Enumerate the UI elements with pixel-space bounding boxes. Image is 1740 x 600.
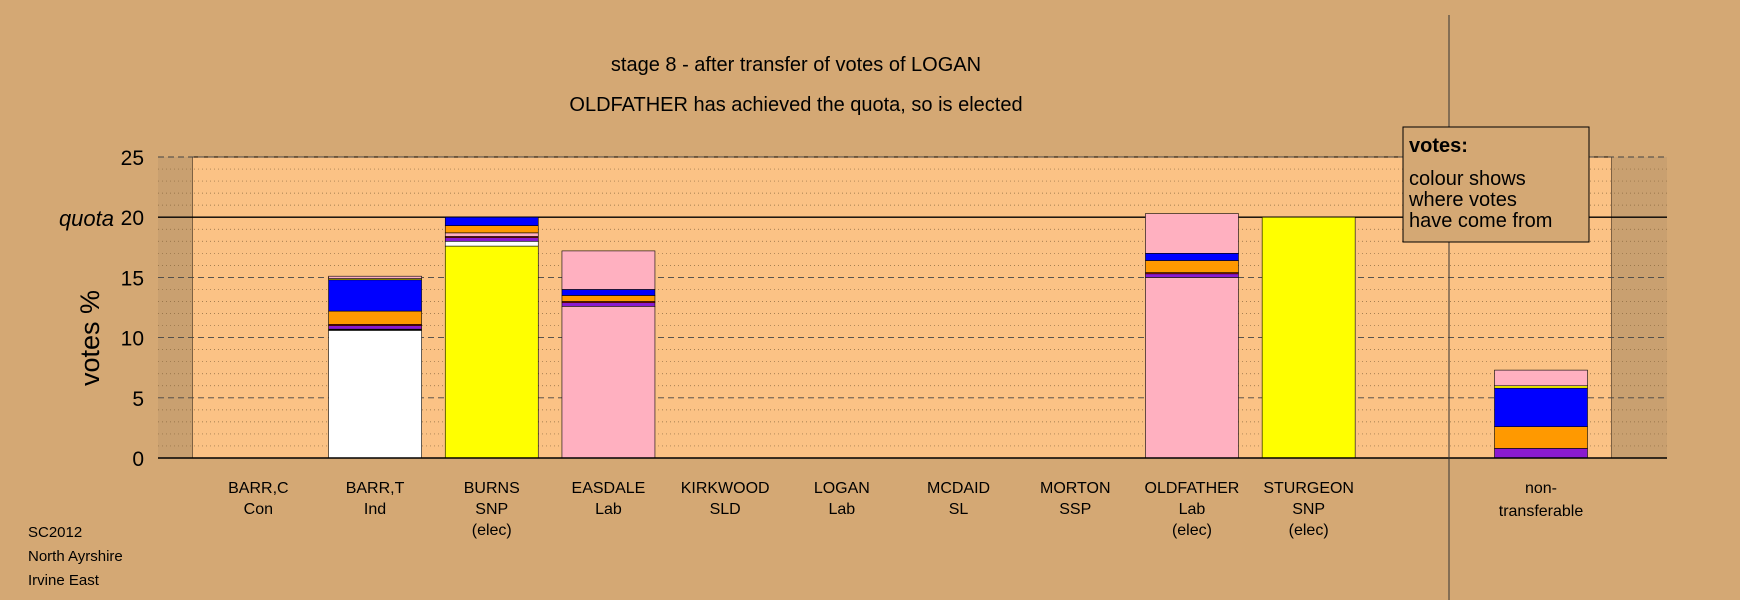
legend-box — [1402, 126, 1590, 243]
bar-segment-con — [328, 279, 422, 312]
x-label-name: MORTON — [1040, 480, 1111, 497]
bar-segment-ind — [328, 330, 422, 459]
x-label-status: (elec) — [1172, 522, 1212, 539]
nontransferable-label-line2: transferable — [1499, 503, 1584, 520]
bar-segment-sl — [1145, 273, 1239, 278]
x-label-party: SLD — [710, 501, 741, 518]
x-label-name: LOGAN — [814, 480, 870, 497]
bar-segment-lab — [328, 275, 422, 279]
x-axis-labels: BARR,C Con BARR,T Ind BURNS SNP (elec) EASDALE L… — [228, 480, 1354, 539]
nontransferable-label-line1: non- — [1525, 480, 1557, 497]
plot-margin-right — [1612, 157, 1667, 458]
bar-segment-sl — [328, 325, 422, 330]
y-tick-label: 20 — [121, 207, 144, 230]
x-label-party: SNP — [1292, 501, 1325, 518]
bar-segment-lab — [1494, 369, 1588, 387]
plot-margin-left — [158, 157, 192, 458]
y-tick-label: 0 — [132, 448, 144, 471]
bar-burns — [444, 216, 539, 459]
bar-segment-sld — [1145, 260, 1239, 273]
bar-nontransferable — [1494, 369, 1588, 459]
footer-line-2: North Ayrshire — [28, 548, 123, 565]
legend-line-2: where votes — [1408, 189, 1517, 211]
x-label-party: Con — [244, 501, 273, 518]
bar-segment-sld — [444, 225, 539, 234]
bar-segment-lab — [1145, 213, 1239, 254]
x-label-party: Lab — [828, 501, 855, 518]
x-label-name: BARR,C — [228, 480, 288, 497]
x-label-party: SNP — [475, 501, 508, 518]
bar-segment-sld — [1494, 426, 1588, 449]
bar-barr-t — [328, 275, 422, 459]
x-label-name: OLDFATHER — [1145, 480, 1240, 497]
x-label-name: BURNS — [464, 480, 520, 497]
y-tick-label: 25 — [121, 147, 144, 170]
bar-segment-ind — [444, 240, 539, 247]
bar-segment-snp — [444, 245, 539, 459]
legend: votes: colour shows where votes have com… — [1402, 126, 1590, 243]
bar-segment-sld — [561, 295, 656, 302]
bar-sturgeon — [1261, 216, 1356, 459]
x-label-party: SL — [949, 501, 969, 518]
y-tick-label: 10 — [121, 328, 144, 351]
x-label-status: (elec) — [1289, 522, 1329, 539]
bar-segment-lab — [444, 232, 539, 237]
bar-easdale — [561, 250, 656, 459]
y-tick-labels: 0 5 10 15 20 25 — [121, 147, 144, 471]
bar-segment-snp — [1494, 385, 1588, 389]
bar-segment-snp — [1261, 216, 1356, 459]
quota-label: quota — [59, 206, 114, 231]
bar-oldfather — [1145, 213, 1239, 459]
legend-line-1: colour shows — [1409, 168, 1526, 190]
bars-layer — [328, 213, 1588, 459]
plot-area — [191, 156, 1613, 459]
footer-line-1: SC2012 — [28, 524, 82, 541]
bar-segment-sl — [444, 237, 539, 242]
bar-segment-lab — [561, 250, 656, 290]
bar-segment-sl — [1494, 448, 1588, 459]
x-label-name: KIRKWOOD — [681, 480, 770, 497]
footer-line-3: Irvine East — [28, 572, 100, 589]
y-axis-label: votes % — [75, 290, 105, 386]
legend-line-3: have come from — [1409, 210, 1552, 232]
chart-subtitle: OLDFATHER has achieved the quota, so is … — [569, 94, 1022, 116]
bar-segment-sl — [561, 302, 656, 307]
bar-segment-con — [1145, 253, 1239, 261]
bar-segment-sld — [328, 310, 422, 325]
legend-title: votes: — [1409, 135, 1468, 157]
x-label-party: Ind — [364, 501, 386, 518]
bar-segment-lab — [1145, 277, 1239, 459]
x-label-name: STURGEON — [1263, 480, 1354, 497]
x-label-party: Lab — [1179, 501, 1206, 518]
bar-segment-lab — [561, 305, 656, 459]
y-tick-label: 5 — [132, 388, 144, 411]
y-tick-label: 15 — [121, 267, 144, 290]
x-label-name: EASDALE — [572, 480, 646, 497]
x-label-status: (elec) — [472, 522, 512, 539]
x-label-party: SSP — [1059, 501, 1091, 518]
bar-segment-con — [1494, 387, 1588, 427]
chart-title: stage 8 - after transfer of votes of LOG… — [611, 54, 981, 76]
x-label-party: Lab — [595, 501, 622, 518]
x-label-name: MCDAID — [927, 480, 990, 497]
x-label-name: BARR,T — [346, 480, 405, 497]
bar-segment-con — [444, 216, 539, 226]
bar-segment-con — [561, 289, 656, 296]
